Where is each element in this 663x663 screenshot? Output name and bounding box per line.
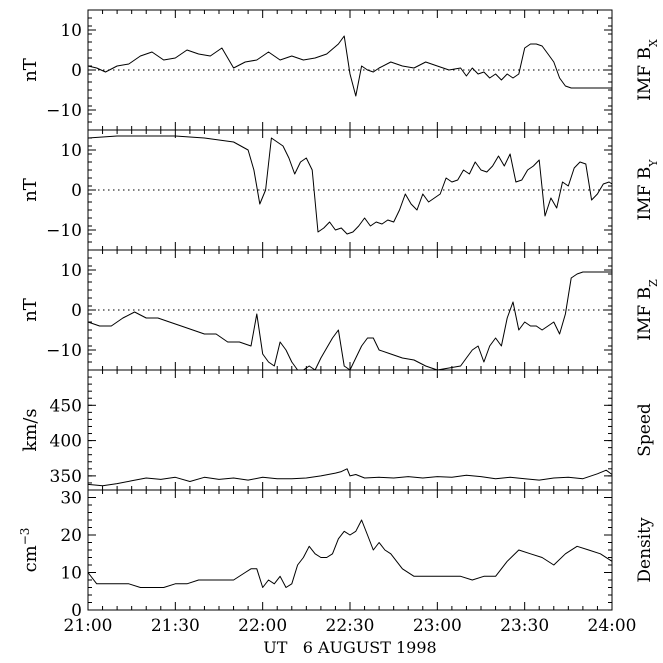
y-tick-label: 400 bbox=[50, 432, 82, 452]
panel-quantity-subscript: Y bbox=[647, 159, 660, 168]
panel-4: 350 400 450 km/s Speed bbox=[20, 369, 655, 491]
panel-5: 0 10 20 30 cm−3 Density bbox=[18, 489, 655, 622]
panel-frame bbox=[87, 489, 613, 611]
x-tick-label: 23:00 bbox=[413, 616, 462, 636]
y-tick-label: 450 bbox=[50, 396, 82, 416]
panel-quantity-subscript: Z bbox=[647, 279, 660, 287]
y-axis-label: nT bbox=[20, 58, 41, 82]
x-tick-label: 22:00 bbox=[238, 616, 287, 636]
series-line bbox=[87, 271, 612, 371]
y-tick-label: −10 bbox=[46, 101, 82, 121]
series-line bbox=[87, 519, 613, 588]
x-tick-label: 22:30 bbox=[326, 616, 375, 636]
panel-3: −10 0 10 nT IMF BZ bbox=[20, 249, 660, 371]
x-tick-label: 23:30 bbox=[500, 616, 549, 636]
series-line bbox=[87, 135, 613, 235]
y-tick-label: 10 bbox=[60, 261, 82, 281]
panel-quantity-label: IMF BX bbox=[635, 39, 660, 101]
y-tick-label: 10 bbox=[60, 21, 82, 41]
series-line bbox=[87, 35, 612, 97]
y-tick-label: 350 bbox=[50, 467, 82, 487]
y-tick-label: 30 bbox=[60, 489, 82, 509]
panel-1: −10 0 10 nT IMF BX bbox=[20, 9, 660, 131]
panel-frame bbox=[87, 369, 613, 491]
x-tick-label: 24:00 bbox=[588, 616, 637, 636]
y-tick-label: 0 bbox=[71, 61, 82, 81]
y-tick-label: 0 bbox=[71, 601, 82, 621]
y-tick-label: 20 bbox=[60, 526, 82, 546]
x-tick-label: 21:00 bbox=[64, 616, 113, 636]
panel-quantity-subscript: X bbox=[647, 39, 660, 47]
x-tick-label: 21:30 bbox=[151, 616, 200, 636]
y-tick-label: −10 bbox=[46, 341, 82, 361]
x-axis-label: UT 6 AUGUST 1998 bbox=[263, 638, 436, 657]
y-tick-label: 0 bbox=[71, 301, 82, 321]
y-tick-label: −10 bbox=[46, 221, 82, 241]
y-tick-label: 10 bbox=[60, 141, 82, 161]
panel-quantity-label: IMF BZ bbox=[635, 279, 660, 341]
y-axis-label: nT bbox=[20, 298, 41, 322]
panel-quantity-label: IMF BY bbox=[635, 159, 660, 221]
panel-2: −10 0 10 nT IMF BY bbox=[20, 129, 660, 251]
y-tick-label: 10 bbox=[60, 564, 82, 584]
y-tick-label: 0 bbox=[71, 181, 82, 201]
y-axis-label: km/s bbox=[20, 408, 41, 451]
y-axis-label: cm−3 bbox=[18, 528, 41, 573]
panel-quantity-label: Speed bbox=[635, 403, 655, 457]
panel-quantity-label: Density bbox=[635, 517, 655, 583]
y-axis-label: nT bbox=[20, 178, 41, 202]
series-line bbox=[87, 468, 613, 487]
y-axis-label-superscript: −3 bbox=[18, 528, 32, 546]
